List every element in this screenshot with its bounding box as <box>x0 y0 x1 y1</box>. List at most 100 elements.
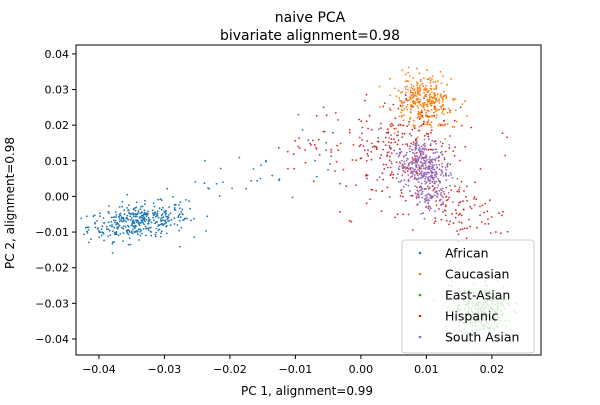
legend-label-caucasian: Caucasian <box>445 267 509 282</box>
african-point <box>86 226 89 229</box>
african-point <box>158 207 161 210</box>
south-asian-point <box>418 146 421 149</box>
african-point <box>117 223 120 226</box>
hispanic-point <box>451 213 453 215</box>
caucasian-point <box>436 109 439 111</box>
african-point <box>125 216 128 219</box>
caucasian-point <box>430 126 433 128</box>
south-asian-point <box>414 170 417 173</box>
hispanic-point <box>385 131 388 134</box>
south-asian-point <box>437 177 440 180</box>
south-asian-point <box>425 197 428 200</box>
hispanic-point <box>502 210 504 213</box>
south-asian-point <box>431 177 434 180</box>
caucasian-point <box>436 100 438 102</box>
south-asian-point <box>439 174 442 176</box>
african-point <box>160 218 162 220</box>
hispanic-point <box>442 108 445 111</box>
african-point <box>301 129 304 131</box>
hispanic-point <box>298 137 301 140</box>
hispanic-point <box>454 209 457 212</box>
south-asian-point <box>435 157 438 159</box>
south-asian-point <box>425 148 428 151</box>
african-point <box>215 182 218 185</box>
hispanic-point <box>474 181 476 184</box>
south-asian-point <box>415 158 417 160</box>
hispanic-point <box>402 195 404 198</box>
hispanic-point <box>397 124 400 127</box>
south-asian-point <box>434 210 436 213</box>
south-asian-point <box>407 174 410 176</box>
caucasian-point <box>407 71 410 74</box>
hispanic-point <box>382 178 385 181</box>
caucasian-point <box>435 97 438 100</box>
hispanic-point <box>388 159 391 162</box>
african-point <box>97 229 100 232</box>
hispanic-point <box>382 148 385 151</box>
african-point <box>111 230 114 233</box>
caucasian-point <box>379 106 381 108</box>
caucasian-point <box>425 115 427 117</box>
hispanic-point <box>448 196 451 199</box>
hispanic-point <box>329 163 331 165</box>
south-asian-point <box>442 203 445 205</box>
hispanic-point <box>430 131 432 134</box>
hispanic-point <box>487 223 490 225</box>
african-point <box>173 207 176 209</box>
south-asian-point <box>438 163 441 166</box>
hispanic-point <box>379 122 382 125</box>
hispanic-point <box>287 167 289 170</box>
african-point <box>136 215 139 218</box>
hispanic-point <box>311 139 314 142</box>
caucasian-point <box>444 108 446 111</box>
hispanic-point <box>392 176 394 179</box>
hispanic-point <box>483 211 485 214</box>
african-point <box>114 211 117 213</box>
african-point <box>99 215 101 218</box>
hispanic-point <box>486 210 489 213</box>
south-asian-point <box>397 155 400 158</box>
hispanic-point <box>484 223 487 225</box>
hispanic-point <box>405 98 407 100</box>
hispanic-point <box>345 185 348 188</box>
hispanic-point <box>383 168 386 170</box>
african-point <box>166 187 169 190</box>
hispanic-point <box>394 216 396 219</box>
x-tick-label: 0.00 <box>349 363 374 376</box>
hispanic-point <box>392 124 394 127</box>
african-point <box>138 239 140 241</box>
african-point <box>130 217 133 219</box>
south-asian-point <box>412 170 414 173</box>
hispanic-point <box>449 163 452 166</box>
hispanic-point <box>444 123 446 126</box>
caucasian-point <box>402 104 404 107</box>
african-point <box>108 205 110 207</box>
caucasian-point <box>450 78 453 80</box>
south-asian-point <box>423 188 426 191</box>
hispanic-point <box>441 142 444 145</box>
south-asian-point <box>419 185 422 188</box>
african-point <box>110 216 113 219</box>
hispanic-point <box>391 171 393 174</box>
hispanic-point <box>407 213 410 216</box>
hispanic-point <box>394 117 397 120</box>
hispanic-point <box>420 124 423 127</box>
hispanic-point <box>459 212 462 215</box>
hispanic-point <box>310 144 312 146</box>
hispanic-point <box>426 116 429 118</box>
african-point <box>147 210 150 213</box>
south-asian-point <box>423 138 426 141</box>
hispanic-point <box>427 135 430 138</box>
hispanic-point <box>445 196 447 198</box>
south-asian-point <box>440 150 443 153</box>
south-asian-point <box>445 168 448 171</box>
caucasian-point <box>405 91 407 94</box>
legend-label-south-asian: South Asian <box>445 330 519 345</box>
caucasian-point <box>429 81 432 84</box>
african-point <box>245 187 248 190</box>
hispanic-point <box>390 122 393 125</box>
south-asian-point <box>425 166 428 169</box>
south-asian-point <box>427 193 429 195</box>
african-point <box>165 221 168 224</box>
caucasian-point <box>434 108 437 111</box>
